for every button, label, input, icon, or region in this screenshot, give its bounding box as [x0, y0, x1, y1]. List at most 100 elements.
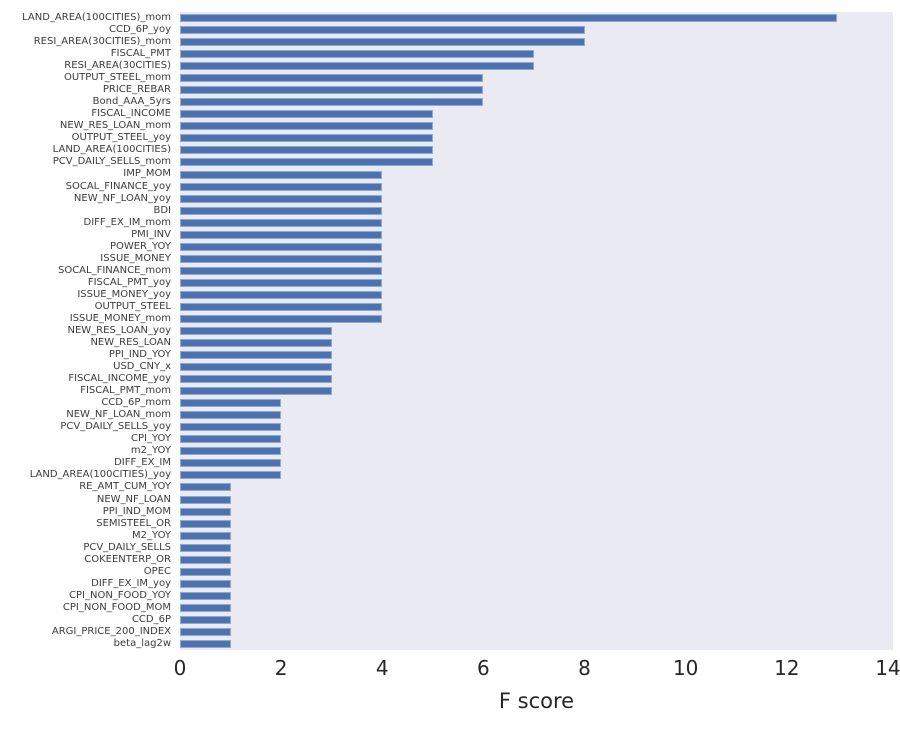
y-tick-label: PPI_IND_MOM [102, 505, 171, 517]
y-tick-label: LAND_AREA(100CITIES)_mom [22, 12, 171, 23]
bar [180, 278, 383, 287]
bar [180, 351, 332, 360]
y-tick-label: PCV_DAILY_SELLS_mom [52, 156, 171, 168]
y-tick-label: PCV_DAILY_SELLS [83, 541, 171, 553]
y-tick-label: SOCAL_FINANCE_mom [57, 264, 171, 276]
bar [180, 507, 231, 516]
y-tick-label: ARGI_PRICE_200_INDEX [51, 625, 171, 637]
x-tick-label: 14 [875, 656, 900, 680]
y-tick-label: COKEENTERP_OR [84, 553, 171, 565]
bar [180, 254, 383, 263]
x-tick-label: 12 [774, 656, 800, 680]
bar [180, 519, 231, 528]
y-axis-labels: LAND_AREA(100CITIES)_mom CCD_6P_yoy RESI_A… [0, 12, 175, 650]
y-tick-label: DIFF_EX_IM_yoy [91, 577, 171, 589]
y-tick-label: FISCAL_PMT [110, 48, 171, 60]
y-tick-label: RESI_AREA(30CITIES)_mom [33, 36, 171, 48]
y-tick-label: FISCAL_PMT_yoy [87, 276, 171, 288]
bar [180, 158, 433, 167]
bar [180, 266, 383, 275]
y-tick-label: LAND_AREA(100CITIES)_yoy [29, 469, 171, 481]
y-tick-label: OUTPUT_STEEL [94, 300, 171, 312]
y-tick-label: NEW_RES_LOAN_mom [59, 120, 171, 132]
y-tick-label: BDI [153, 204, 171, 216]
bar [180, 363, 332, 372]
y-tick-label: POWER_YOY [109, 240, 171, 252]
y-tick-label: CPI_NON_FOOD_YOY [69, 589, 171, 601]
bar [180, 375, 332, 384]
bar [180, 170, 383, 179]
x-tick-label: 6 [477, 656, 490, 680]
bar [180, 483, 231, 492]
x-tick-label: 0 [173, 656, 187, 680]
bar [180, 495, 231, 504]
bar [180, 218, 383, 227]
y-tick-label: OUTPUT_STEEL_yoy [71, 132, 171, 144]
bar [180, 327, 332, 335]
y-tick-label: OUTPUT_STEEL_mom [63, 72, 171, 84]
bar [180, 627, 231, 636]
y-tick-label: RE_AMT_CUM_YOY [79, 481, 171, 493]
bar [180, 230, 383, 239]
x-axis-title: F score [498, 689, 575, 713]
y-tick-label: ISSUE_MONEY_yoy [77, 288, 171, 300]
bar [180, 50, 534, 59]
bar [180, 423, 282, 432]
bar [180, 290, 383, 299]
y-tick-label: CPI_YOY [131, 433, 171, 445]
y-tick-label: LAND_AREA(100CITIES) [52, 144, 171, 156]
bar [180, 314, 383, 323]
bar [180, 447, 282, 456]
bar [180, 579, 231, 588]
bar [180, 122, 433, 131]
bar [180, 86, 484, 95]
bar [180, 26, 585, 35]
bar [180, 567, 231, 576]
y-tick-label: M2_YOY [132, 529, 171, 541]
y-tick-label: CCD_6P_yoy [108, 24, 171, 36]
y-tick-label: RESI_AREA(30CITIES) [64, 60, 171, 72]
y-tick-label: ISSUE_MONEY_mom [69, 312, 171, 324]
bar [180, 302, 383, 311]
bar [180, 435, 282, 444]
y-tick-label: SEMISTEEL_OR [96, 517, 171, 529]
y-tick-label: PRICE_REBAR [102, 84, 171, 96]
bar [180, 206, 383, 215]
bar [180, 74, 484, 83]
x-axis-ticks: 0 2 4 6 8 10 12 14 [0, 656, 900, 682]
bar [180, 387, 332, 396]
x-tick-label: 4 [375, 656, 389, 680]
bar [180, 98, 484, 107]
y-tick-label: IMP_MOM [123, 168, 171, 180]
y-tick-label: CPI_NON_FOOD_MOM [62, 601, 171, 613]
y-tick-label: CCD_6P_mom [101, 397, 171, 409]
bar [180, 339, 332, 348]
bar [180, 194, 383, 203]
bar [180, 62, 534, 71]
bar [180, 242, 383, 251]
bar [180, 603, 231, 612]
y-tick-label: NEW_RES_LOAN_yoy [67, 324, 172, 336]
bar [180, 615, 231, 624]
y-tick-label: OPEC [143, 565, 171, 577]
x-tick-label: 10 [672, 656, 699, 680]
bar [180, 134, 433, 143]
y-tick-label: SOCAL_FINANCE_yoy [65, 180, 171, 192]
bar [180, 14, 838, 23]
y-tick-label: NEW_NF_LOAN_mom [66, 409, 171, 421]
y-tick-label: m2_YOY [130, 445, 171, 457]
y-tick-label: PCV_DAILY_SELLS_yoy [60, 421, 171, 433]
bar [180, 399, 282, 408]
bar [180, 182, 383, 191]
bar [180, 411, 282, 420]
bar [180, 543, 231, 552]
bar [180, 459, 282, 468]
bar [180, 471, 282, 480]
bar [180, 639, 231, 648]
y-tick-label: NEW_NF_LOAN_yoy [73, 192, 171, 204]
bar [180, 531, 231, 540]
y-tick-label: DIFF_EX_IM_mom [83, 216, 172, 228]
y-tick-label: ISSUE_MONEY [100, 252, 171, 264]
y-tick-label: FISCAL_PMT_mom [80, 385, 171, 397]
